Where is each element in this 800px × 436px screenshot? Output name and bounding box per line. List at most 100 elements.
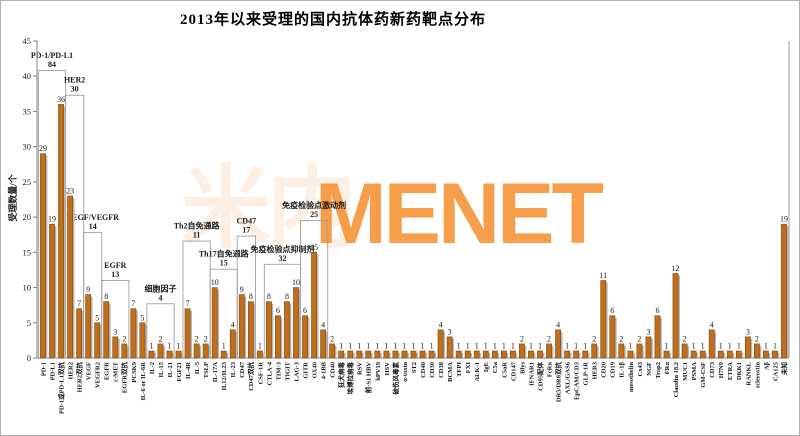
bar-value-label: 23 [66, 186, 74, 195]
bar-value-label: 8 [104, 292, 108, 301]
category-label: RANKL [745, 361, 752, 385]
bar-value-label: 1 [222, 341, 226, 350]
bar [582, 350, 589, 359]
category-label: IgE [483, 362, 490, 372]
bar-value-label: 1 [511, 341, 515, 350]
bar-value-label: 1 [719, 341, 723, 350]
category-label: IL-6 or IL-6R [140, 362, 147, 401]
bar-shadow [768, 352, 771, 358]
bar [238, 294, 245, 359]
bar [410, 350, 417, 359]
bar [591, 343, 598, 359]
chart-title: 2013年以来受理的国内抗体药新药靶点分布 [179, 12, 486, 28]
category-label: FcRn [546, 362, 553, 378]
group-value: 15 [220, 259, 228, 268]
bar [374, 350, 381, 359]
bar-shadow [407, 352, 409, 358]
bar-shadow [732, 352, 735, 358]
category-label: IL12/IL23 [221, 361, 228, 390]
y-tick-label: 0 [27, 353, 31, 363]
bar-value-label: 9 [240, 285, 244, 294]
bar-shadow [696, 352, 699, 358]
category-label: CD73 [709, 361, 716, 378]
bar [139, 322, 146, 359]
bar [94, 322, 101, 359]
bar-shadow [63, 106, 66, 359]
category-label: BCMA [447, 362, 454, 382]
y-tick-label: 45 [23, 36, 32, 46]
category-label: hPV19 [375, 361, 382, 381]
y-tick-label: 30 [23, 142, 32, 152]
bar [166, 350, 173, 359]
category-label: CD20 [601, 362, 608, 378]
bar [356, 350, 363, 359]
bar-value-label: 2 [204, 334, 208, 343]
bar-value-label: 1 [366, 341, 370, 350]
bar [338, 350, 345, 359]
bar-shadow [145, 324, 147, 358]
bar [600, 280, 607, 359]
bar-value-label: 1 [665, 341, 669, 350]
bar-value-label: 1 [348, 341, 352, 350]
category-label: HER2 [68, 362, 75, 379]
bar-value-label: 8 [285, 292, 289, 301]
group-label: EGFR [104, 261, 126, 270]
bar-shadow [81, 310, 84, 358]
bar-shadow [542, 352, 545, 358]
bar [130, 308, 137, 359]
bar-value-label: 9 [86, 285, 90, 294]
category-label: LAG-3 [293, 361, 300, 381]
category-label: DR5/DR8双抗 [553, 362, 562, 403]
category-label: C5aR [501, 362, 508, 378]
group-label: PD-1/PD-L1 [31, 51, 73, 60]
bar-shadow [434, 352, 436, 358]
bar-shadow [99, 324, 102, 358]
category-label: EGFR [104, 362, 111, 380]
bar [627, 350, 634, 359]
bar-shadow [289, 303, 292, 358]
bar-value-label: 3 [646, 327, 650, 336]
group-value: 4 [158, 293, 162, 302]
bar [211, 287, 218, 359]
bar-shadow [605, 282, 608, 358]
bar-shadow [714, 331, 717, 358]
bar [663, 350, 670, 359]
bar [175, 350, 182, 359]
category-label: CD47 [239, 361, 246, 378]
bar-value-label: 1 [529, 341, 533, 350]
category-label: ETRA [727, 362, 734, 380]
category-label: IL-15 [158, 361, 165, 377]
bar-value-label: 5 [140, 313, 144, 322]
category-label: IL-23 [230, 361, 237, 377]
bar [609, 315, 616, 359]
bar-shadow [741, 352, 744, 358]
bar-shadow [307, 317, 310, 358]
bar-value-label: 2 [619, 334, 623, 343]
bar-shadow [524, 345, 527, 358]
bar-value-label: 1 [764, 341, 768, 350]
bar [491, 350, 498, 359]
bar-value-label: 1 [565, 341, 569, 350]
category-label: DKK1 [736, 362, 743, 380]
bar-value-label: 4 [710, 320, 714, 329]
bar-value-label: 1 [737, 341, 741, 350]
bar [708, 329, 715, 359]
category-label: 前-S1 HBV [364, 362, 373, 394]
bar-shadow [777, 352, 780, 358]
category-label: CD40 [420, 362, 427, 378]
bar-value-label: 4 [321, 320, 325, 329]
bar-value-label: 11 [599, 271, 607, 280]
bar-shadow [416, 352, 418, 358]
bar-shadow [660, 317, 662, 358]
bar [49, 223, 55, 359]
bar [546, 343, 552, 359]
group-label: Th2自免通路 [174, 221, 221, 231]
bar-value-label: 6 [610, 306, 614, 315]
category-label: FGF21 [176, 362, 183, 382]
bar-value-label: 19 [48, 215, 56, 224]
bar-value-label: 2 [592, 334, 596, 343]
bar-shadow [90, 296, 93, 358]
category-label: CD19 [610, 361, 617, 378]
bar [121, 343, 128, 359]
